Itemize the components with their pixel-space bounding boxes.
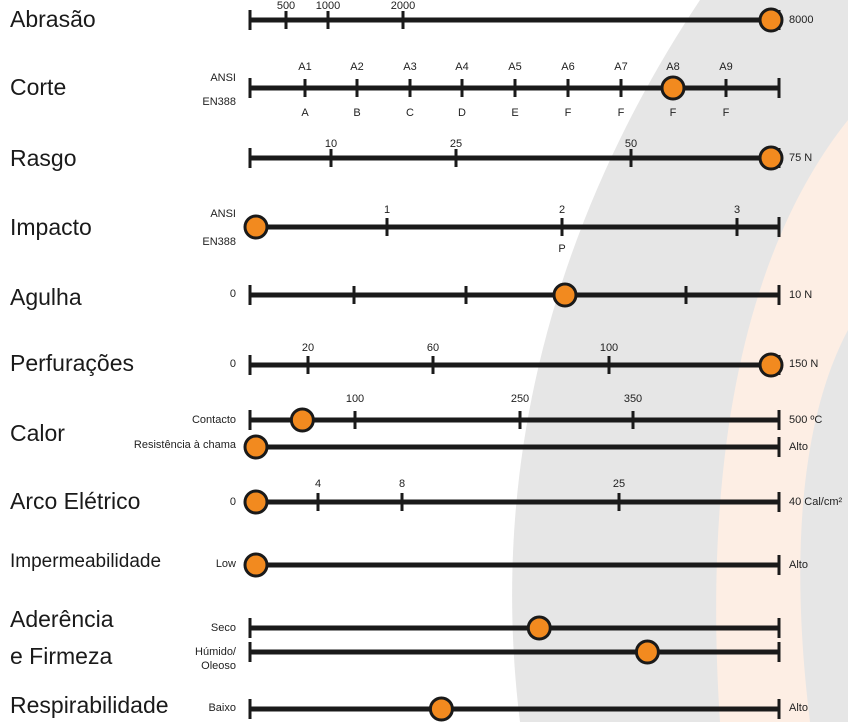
tick-label: B	[353, 107, 361, 119]
tick-label: P	[558, 243, 566, 255]
respirabilidade-end-label: Alto	[789, 702, 808, 714]
tick-label: 3	[733, 204, 741, 216]
corte-ansi-label: ANSI	[210, 72, 236, 84]
tick-label: A2	[350, 61, 364, 73]
aderencia-seco-label: Seco	[210, 622, 236, 634]
agulha-level-marker	[552, 282, 578, 308]
tick-label: 100	[345, 393, 365, 405]
calor-resistencia-label: Resistência à chama	[133, 439, 236, 451]
tick-label: A1	[298, 61, 312, 73]
arco-level-marker	[243, 489, 269, 515]
calor-resistencia-end-label: Alto	[789, 441, 808, 453]
arco-end-label: 40 Cal/cm²	[789, 496, 843, 508]
tick-label: E	[511, 107, 519, 119]
calor-end-label: 500 ºC	[789, 414, 823, 426]
tick-label: 250	[510, 393, 530, 405]
tick-label: 100	[599, 342, 619, 354]
tick-label: 8	[398, 478, 406, 490]
tick-label: 350	[623, 393, 643, 405]
row-label-abrasao: Abrasão	[10, 6, 96, 32]
row-label-agulha: Agulha	[10, 284, 82, 310]
corte-en388-label: EN388	[202, 96, 236, 108]
tick-label: 1000	[315, 0, 341, 12]
tick-label: A9	[719, 61, 733, 73]
tick-label: F	[564, 107, 572, 119]
row-label-impacto: Impacto	[10, 214, 92, 240]
tick-label: A8	[666, 61, 680, 73]
row-label-arco-eletrico: Arco Elétrico	[10, 488, 141, 514]
impacto-en388-label: EN388	[202, 236, 236, 248]
tick-label: A4	[455, 61, 469, 73]
tick-label: A	[301, 107, 309, 119]
respirabilidade-level-marker	[428, 696, 454, 722]
agulha-end-label: 10 N	[789, 289, 813, 301]
tick-label: 10	[324, 138, 338, 150]
row-label-firmeza: e Firmeza	[10, 643, 113, 669]
tick-label: 2	[558, 204, 566, 216]
aderencia-humido-level-marker	[634, 639, 660, 665]
respirabilidade-start-label: Baixo	[208, 702, 236, 714]
tick-label: D	[458, 107, 466, 119]
tick-label: 50	[624, 138, 638, 150]
tick-label: F	[617, 107, 625, 119]
impermeabilidade-level-marker	[243, 552, 269, 578]
tick-label: 500	[276, 0, 296, 12]
background-inner-gray	[800, 330, 848, 722]
abrasao-end-label: 8000	[789, 14, 814, 26]
tick-label: F	[669, 107, 677, 119]
perfuracoes-end-label: 150 N	[789, 358, 819, 370]
tick-label: 20	[301, 342, 315, 354]
perfuracoes-level-marker	[758, 352, 784, 378]
aderencia-humido-label: Húmido/	[195, 646, 236, 658]
calor-contacto-label: Contacto	[191, 414, 236, 426]
perfuracoes-start-label: 0	[229, 358, 236, 370]
rasgo-end-label: 75 N	[789, 152, 813, 164]
impermeabilidade-end-label: Alto	[789, 559, 808, 571]
row-label-perfuracoes: Perfurações	[10, 350, 135, 376]
arco-start-label: 0	[229, 496, 236, 508]
tick-label: A5	[508, 61, 522, 73]
tick-label: 1	[383, 204, 391, 216]
tick-label: 60	[426, 342, 440, 354]
row-label-respirabilidade: Respirabilidade	[10, 692, 169, 718]
agulha-start-label: 0	[229, 288, 236, 300]
aderencia-seco-level-marker	[526, 615, 552, 641]
tick-label: A7	[614, 61, 628, 73]
calor-resistencia-level-marker	[243, 434, 269, 460]
tick-label: 25	[612, 478, 626, 490]
corte-level-marker	[660, 75, 686, 101]
calor-level-marker	[289, 407, 315, 433]
impermeabilidade-start-label: Low	[215, 558, 236, 570]
row-label-calor: Calor	[10, 420, 65, 446]
tick-label: 25	[449, 138, 463, 150]
rasgo-level-marker	[758, 145, 784, 171]
tick-label: F	[722, 107, 730, 119]
row-label-impermeabilidade: Impermeabilidade	[10, 551, 162, 572]
tick-label: A3	[403, 61, 417, 73]
row-label-corte: Corte	[10, 74, 67, 100]
impacto-ansi-label: ANSI	[210, 208, 236, 220]
aderencia-oleoso-label: Oleoso	[201, 660, 236, 672]
row-label-rasgo: Rasgo	[10, 145, 77, 171]
row-label-aderencia: Aderência	[10, 606, 114, 632]
tick-label: 2000	[390, 0, 416, 12]
abrasao-level-marker	[758, 7, 784, 33]
impacto-level-marker	[243, 214, 269, 240]
tick-label: A6	[561, 61, 575, 73]
tick-label: 4	[314, 478, 322, 490]
tick-label: C	[406, 107, 414, 119]
